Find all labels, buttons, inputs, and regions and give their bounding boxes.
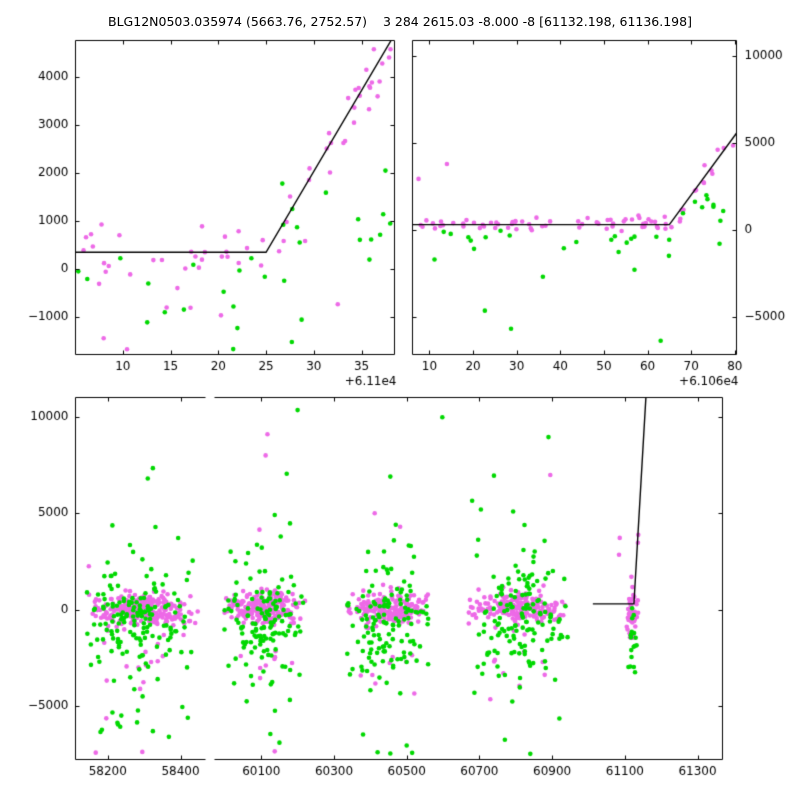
panel-top-left-zoom bbox=[75, 40, 395, 355]
panel-bottom-left-segment bbox=[75, 397, 206, 760]
panel-top-right-zoom bbox=[412, 40, 737, 355]
panel-bottom-right-segment bbox=[214, 397, 723, 760]
